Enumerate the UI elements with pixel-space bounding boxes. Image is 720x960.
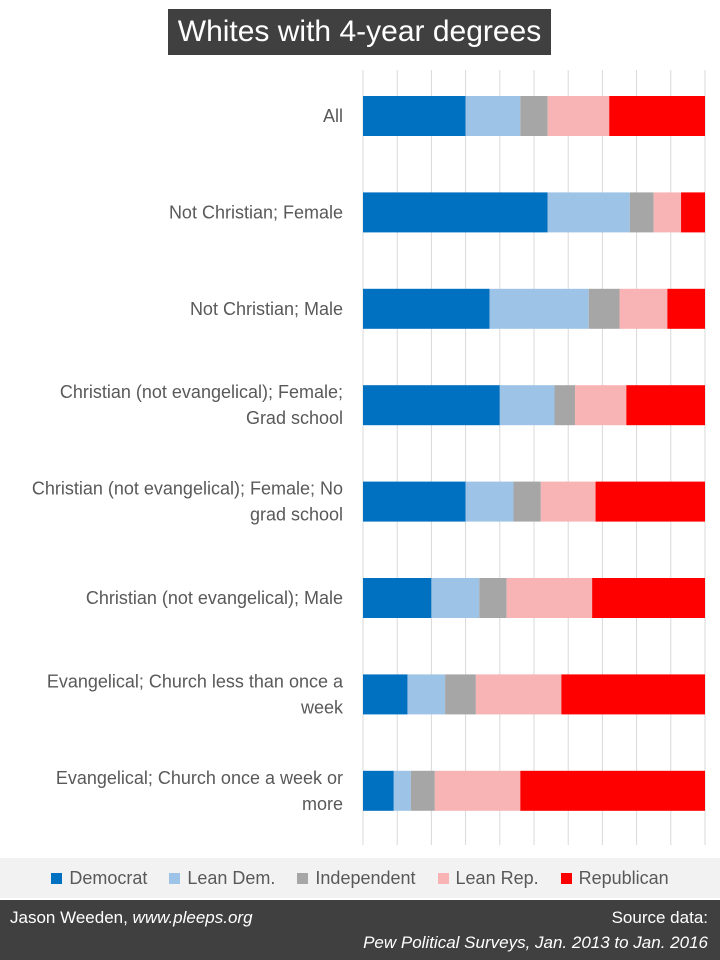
- category-label: Not Christian; Female: [169, 202, 343, 222]
- bar-segment-democrat: [363, 481, 466, 522]
- bar-segment-democrat: [363, 96, 466, 136]
- bar-segment-republican: [561, 674, 705, 715]
- bar-segment-lean-dem: [393, 770, 411, 811]
- bar-segment-lean-rep: [547, 96, 610, 136]
- legend-item: Democrat: [51, 868, 147, 889]
- bar-segment-republican: [520, 770, 705, 811]
- legend-swatch: [51, 872, 63, 884]
- bar-chart: All Not Christian; Female Not Christian; M…: [32, 70, 706, 845]
- bar-segment-lean-rep: [653, 192, 682, 233]
- bar-segment-independent: [513, 481, 541, 522]
- bar-segment-democrat: [363, 674, 408, 715]
- bar-segment-democrat: [363, 578, 432, 618]
- bar-segment-democrat: [363, 288, 490, 329]
- bar-segment-independent: [445, 674, 476, 715]
- bar-segment-democrat: [363, 770, 394, 811]
- bar-segment-republican: [609, 96, 705, 136]
- legend: Democrat Lean Dem. Independent Lean Rep. Rep…: [0, 858, 720, 898]
- bar-segment-lean-rep: [619, 288, 668, 329]
- legend-swatch: [169, 872, 181, 884]
- bar-segment-lean-rep: [475, 674, 562, 715]
- bar-segment-lean-dem: [407, 674, 446, 715]
- bar-segment-lean-dem: [465, 96, 521, 136]
- bar-segment-republican: [592, 578, 705, 618]
- footer-site: www.pleeps.org: [132, 908, 253, 927]
- chart-title: Whites with 4-year degrees: [168, 9, 551, 55]
- category-label: Christian (not evangelical); Female; No g…: [32, 479, 343, 525]
- bar-segment-independent: [520, 96, 548, 136]
- bar-segment-independent: [410, 770, 435, 811]
- bar-segment-lean-dem: [499, 385, 555, 426]
- bar-segment-democrat: [363, 192, 548, 233]
- legend-swatch: [560, 872, 572, 884]
- bar-segment-lean-dem: [465, 481, 514, 522]
- category-label: Christian (not evangelical); Male: [86, 588, 343, 608]
- legend-swatch: [437, 872, 449, 884]
- bar-segment-lean-rep: [575, 385, 627, 426]
- bar-segment-lean-rep: [540, 481, 596, 522]
- category-label: Not Christian; Male: [190, 299, 343, 319]
- footer-source-text: Pew Political Surveys, Jan. 2013 to Jan.…: [363, 933, 708, 952]
- bar-segment-lean-dem: [431, 578, 480, 618]
- category-label: Evangelical; Church once a week or more: [56, 768, 343, 814]
- footer-author: Jason Weeden,: [10, 908, 133, 927]
- footer-credit: Jason Weeden, www.pleeps.org: [10, 908, 253, 928]
- bar-segment-republican: [595, 481, 705, 522]
- category-label: Evangelical; Church less than once a week: [47, 671, 344, 717]
- legend-item: Lean Dem.: [169, 868, 275, 889]
- legend-label: Lean Rep.: [455, 867, 539, 888]
- bar-segment-lean-dem: [547, 192, 630, 233]
- legend-label: Lean Dem.: [187, 867, 276, 888]
- legend-swatch: [297, 872, 309, 884]
- bar-segment-republican: [681, 192, 705, 233]
- category-label: All: [323, 106, 343, 126]
- legend-label: Republican: [578, 867, 669, 888]
- bar-segment-lean-dem: [489, 288, 589, 329]
- bar-segment-lean-rep: [506, 578, 593, 618]
- legend-item: Republican: [560, 867, 669, 889]
- legend-label: Independent: [315, 867, 416, 888]
- bar-segment-republican: [626, 385, 705, 426]
- bar-segment-independent: [629, 192, 654, 233]
- bar-segment-independent: [554, 385, 576, 426]
- legend-label: Democrat: [69, 867, 148, 888]
- bar-segment-independent: [479, 578, 507, 618]
- legend-item: Lean Rep.: [437, 867, 539, 889]
- bar-segment-lean-rep: [434, 770, 521, 811]
- bar-segment-independent: [588, 288, 620, 329]
- category-label: Christian (not evangelical); Female; Grad…: [60, 382, 343, 428]
- bar-segment-democrat: [363, 385, 500, 426]
- footer: Jason Weeden, www.pleeps.org Source data…: [0, 900, 720, 960]
- bar-segment-republican: [667, 288, 705, 329]
- footer-source-label: Source data:: [611, 908, 708, 927]
- legend-item: Independent: [297, 867, 416, 889]
